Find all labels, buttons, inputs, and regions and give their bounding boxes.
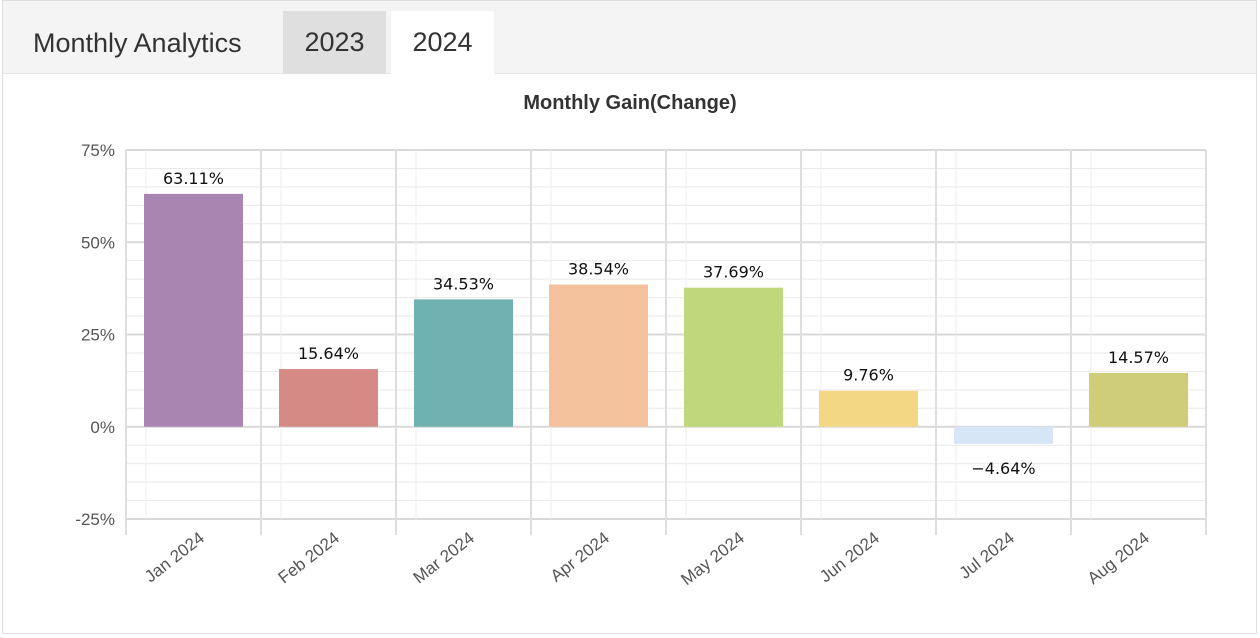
chart-grid — [125, 149, 1207, 535]
data-label: 9.76% — [843, 366, 894, 385]
data-labels: 63.11% 15.64% 34.53% 38.54% 37.69% 9.76% −4.64… — [163, 169, 1169, 478]
y-tick-label: 75% — [81, 141, 115, 160]
data-label: 38.54% — [568, 260, 629, 279]
data-label: 63.11% — [163, 169, 224, 188]
y-axis: -25% 0% 25% 50% 75% — [75, 141, 115, 529]
data-label: 15.64% — [298, 344, 359, 363]
x-axis: Jan 2024 Feb 2024 Mar 2024 Apr 2024 May 2024… — [141, 528, 1153, 589]
bar-jul-2024 — [954, 426, 1053, 444]
tab-2024[interactable]: 2024 — [391, 11, 494, 74]
x-tick-label: Jul 2024 — [956, 528, 1018, 583]
y-tick-label: -25% — [75, 510, 115, 529]
data-label: 37.69% — [703, 263, 764, 282]
bar-aug-2024 — [1089, 372, 1188, 427]
data-label: 34.53% — [433, 274, 494, 293]
bar-may-2024 — [684, 287, 783, 427]
x-tick-label: Jun 2024 — [816, 528, 883, 586]
header-bar: Monthly Analytics 2023 2024 — [3, 1, 1256, 74]
page-title: Monthly Analytics — [33, 28, 242, 58]
chart-title: Monthly Gain(Change) — [523, 92, 736, 114]
x-tick-label: Jan 2024 — [141, 528, 208, 586]
tab-2023[interactable]: 2023 — [283, 11, 386, 74]
y-tick-label: 0% — [90, 418, 115, 437]
bar-jun-2024 — [819, 390, 918, 427]
x-tick-label: Mar 2024 — [410, 528, 478, 587]
x-tick-label: Apr 2024 — [547, 528, 613, 585]
bar-jan-2024 — [144, 193, 243, 427]
bar-apr-2024 — [549, 284, 648, 427]
bar-feb-2024 — [279, 369, 378, 427]
x-tick-label: May 2024 — [677, 528, 748, 589]
bar-mar-2024 — [414, 299, 513, 427]
y-tick-label: 50% — [81, 233, 115, 252]
x-tick-label: Feb 2024 — [275, 528, 343, 587]
data-label: 14.57% — [1108, 348, 1169, 367]
data-label: −4.64% — [971, 459, 1035, 478]
y-tick-label: 25% — [81, 326, 115, 345]
chart-bars — [144, 193, 1188, 444]
x-tick-label: Aug 2024 — [1084, 528, 1153, 588]
